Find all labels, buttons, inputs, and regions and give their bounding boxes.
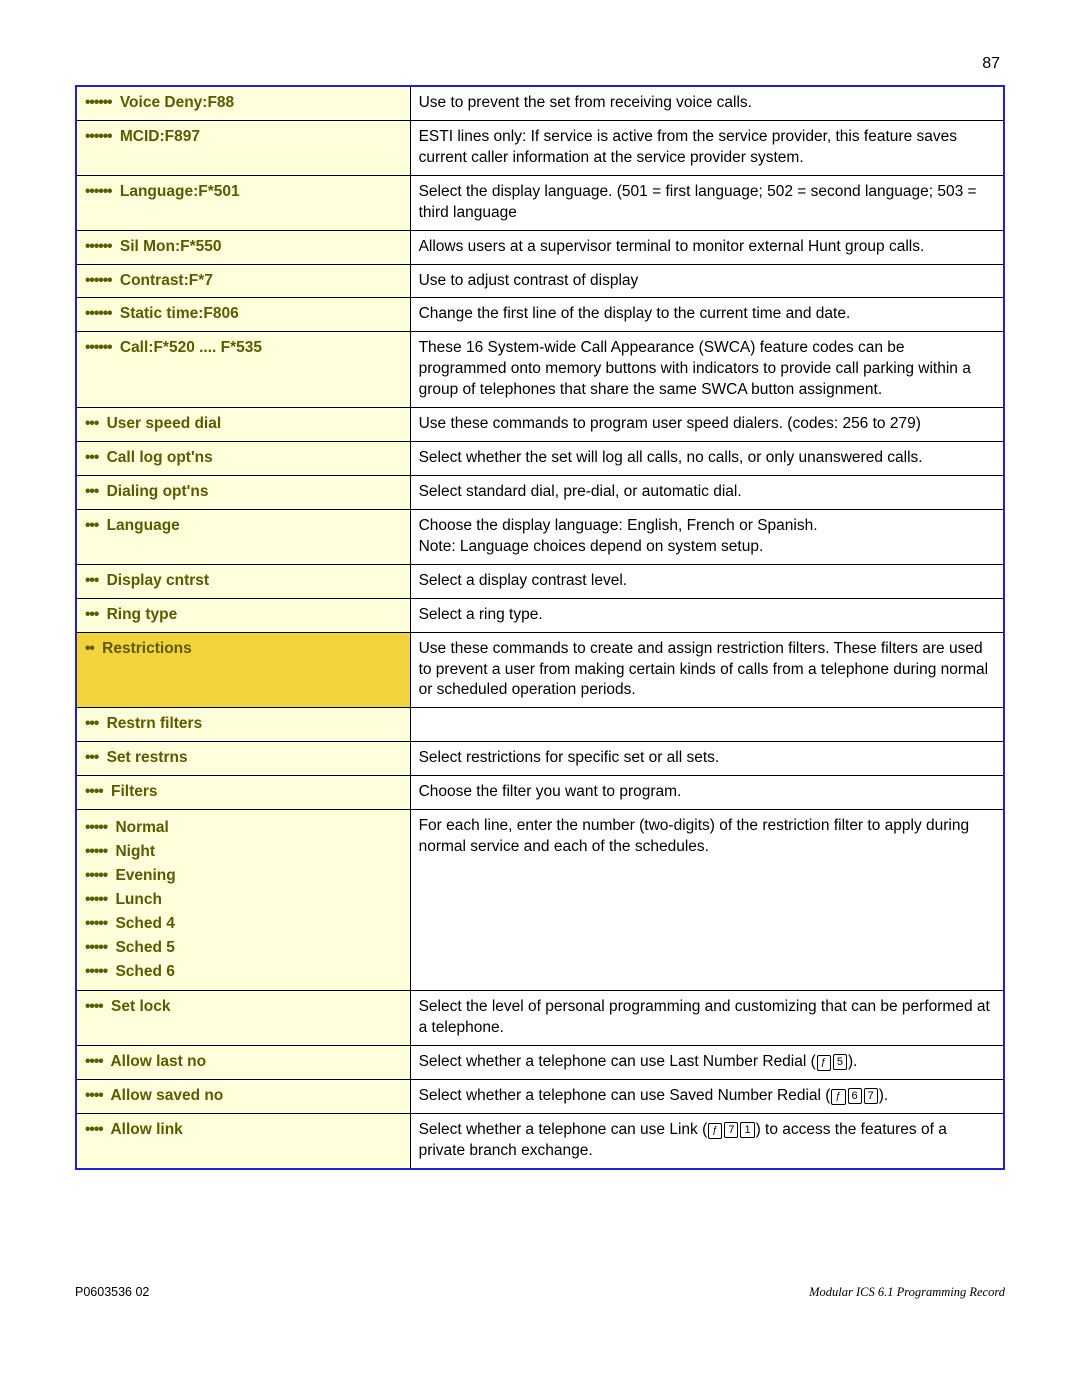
feature-key-icon: ƒ [831,1089,845,1105]
row-desc-set-lock: Select the level of personal programming… [410,991,1004,1046]
row-desc-language: Choose the display language: English, Fr… [410,509,1004,564]
row-label-allow-last-no: •••• Allow last no [76,1046,410,1080]
row-label-call-log-optns: ••• Call log opt'ns [76,442,410,476]
row-desc-allow-saved-no: Select whether a telephone can use Saved… [410,1080,1004,1114]
row-desc-sil-mon: Allows users at a supervisor terminal to… [410,230,1004,264]
row-desc-allow-last-no: Select whether a telephone can use Last … [410,1046,1004,1080]
feature-key-icon: ƒ [817,1055,831,1071]
row-desc-dialing-optns: Select standard dial, pre-dial, or autom… [410,475,1004,509]
row-label-user-speed-dial: ••• User speed dial [76,408,410,442]
row-label-call-swca: •••••• Call:F*520 .... F*535 [76,332,410,408]
row-label-schedules: ••••• Normal••••• Night••••• Evening••••… [76,810,410,991]
row-desc-contrast: Use to adjust contrast of display [410,264,1004,298]
row-label-static-time: •••••• Static time:F806 [76,298,410,332]
row-desc-call-log-optns: Select whether the set will log all call… [410,442,1004,476]
row-desc-ring-type: Select a ring type. [410,598,1004,632]
row-label-sil-mon: •••••• Sil Mon:F*550 [76,230,410,264]
row-desc-static-time: Change the first line of the display to … [410,298,1004,332]
digit-key-1: 1 [740,1122,754,1138]
row-label-restrn-filters: ••• Restrn filters [76,708,410,742]
row-desc-language-f501: Select the display language. (501 = firs… [410,175,1004,230]
footer-doc-title: Modular ICS 6.1 Programming Record [809,1285,1005,1300]
footer-doc-id: P0603536 02 [75,1285,149,1300]
digit-key-5: 5 [833,1054,847,1070]
row-label-set-lock: •••• Set lock [76,991,410,1046]
row-label-mcid: •••••• MCID:F897 [76,120,410,175]
row-desc-user-speed-dial: Use these commands to program user speed… [410,408,1004,442]
page-number: 87 [982,55,1000,73]
digit-key-6: 6 [848,1088,862,1104]
row-label-ring-type: ••• Ring type [76,598,410,632]
row-label-contrast: •••••• Contrast:F*7 [76,264,410,298]
feature-key-icon: ƒ [708,1123,722,1139]
row-label-restrictions: •• Restrictions [76,632,410,708]
row-desc-voice-deny: Use to prevent the set from receiving vo… [410,86,1004,120]
row-desc-call-swca: These 16 System-wide Call Appearance (SW… [410,332,1004,408]
row-label-set-restrns: ••• Set restrns [76,742,410,776]
row-label-language: ••• Language [76,509,410,564]
digit-key-7: 7 [864,1088,878,1104]
row-desc-restrictions: Use these commands to create and assign … [410,632,1004,708]
row-desc-schedules: For each line, enter the number (two-dig… [410,810,1004,991]
row-desc-mcid: ESTI lines only: If service is active fr… [410,120,1004,175]
row-label-filters: •••• Filters [76,776,410,810]
digit-key-7: 7 [724,1122,738,1138]
row-label-language-f501: •••••• Language:F*501 [76,175,410,230]
row-label-voice-deny: •••••• Voice Deny:F88 [76,86,410,120]
row-label-dialing-optns: ••• Dialing opt'ns [76,475,410,509]
row-desc-display-cntrst: Select a display contrast level. [410,564,1004,598]
row-label-display-cntrst: ••• Display cntrst [76,564,410,598]
row-desc-set-restrns: Select restrictions for specific set or … [410,742,1004,776]
row-desc-filters: Choose the filter you want to program. [410,776,1004,810]
row-label-allow-link: •••• Allow link [76,1113,410,1168]
row-label-allow-saved-no: •••• Allow saved no [76,1080,410,1114]
row-desc-restrn-filters [410,708,1004,742]
feature-table: •••••• Voice Deny:F88Use to prevent the … [75,85,1005,1170]
row-desc-allow-link: Select whether a telephone can use Link … [410,1113,1004,1168]
